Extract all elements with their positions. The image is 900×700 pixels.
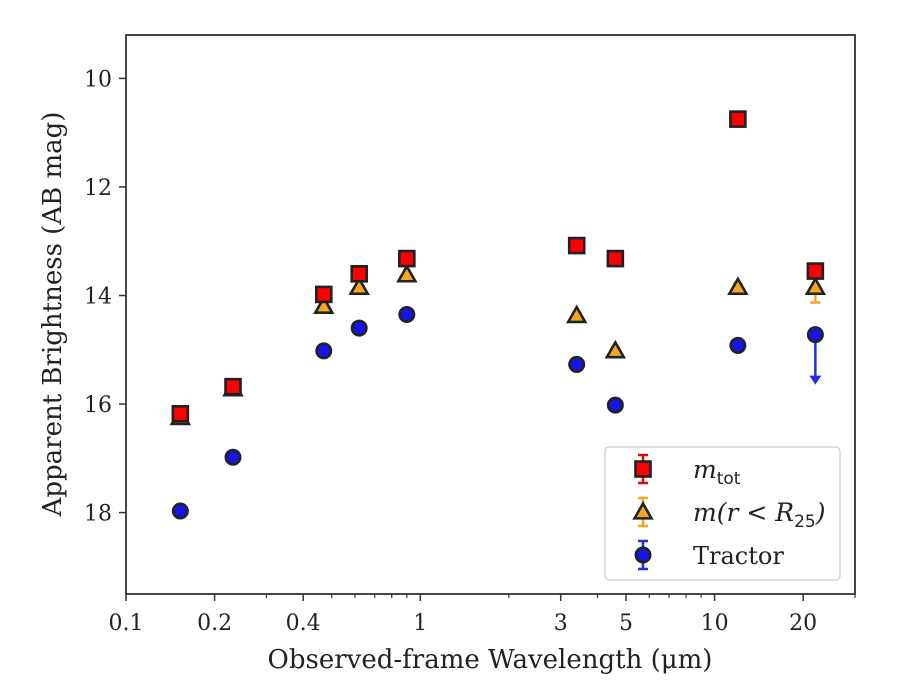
legend-marker-tractor (634, 546, 652, 564)
total-point (729, 110, 747, 128)
total-point (350, 264, 368, 283)
tractor-point (350, 319, 368, 337)
legend-marker-r25 (632, 500, 654, 520)
legend-label-r25: m(r < R25) (693, 498, 825, 532)
tractor-point (171, 502, 189, 520)
r25-point (604, 339, 627, 359)
y-tick-label: 12 (84, 176, 112, 201)
tractor-point (224, 448, 242, 466)
x-tick-label: 0.1 (109, 611, 144, 636)
y-axis-ticks: 10 12 14 16 18 (84, 67, 126, 527)
r25-point (313, 295, 335, 315)
x-tick-label: 1 (413, 611, 427, 636)
y-tick-label: 16 (84, 393, 112, 418)
plot-frame (125, 34, 856, 595)
legend-label-tractor: Tractor (693, 542, 784, 570)
legend: mtot m(r < R25) Tractor (604, 446, 841, 581)
total-point (398, 249, 416, 268)
y-tick-label: 10 (84, 67, 112, 92)
total-point (567, 236, 586, 255)
y-tick-label: 18 (84, 502, 112, 527)
x-tick-label: 20 (789, 611, 817, 636)
x-tick-label: 10 (701, 611, 729, 636)
x-tick-label: 0.2 (197, 611, 232, 636)
x-tick-label: 3 (554, 611, 568, 636)
tractor-point (398, 305, 416, 323)
r25-point (348, 276, 370, 296)
legend-item-tractor: Tractor (634, 539, 784, 571)
data-markers (169, 110, 827, 520)
legend-item-total: mtot (634, 453, 741, 489)
total-point (314, 285, 333, 304)
legend-frame (604, 446, 841, 581)
x-tick-label: 5 (619, 611, 633, 636)
total-point (171, 405, 190, 423)
tractor-point (568, 355, 586, 373)
y-axis-title: Apparent Brightness (AB mag) (38, 112, 68, 518)
tractor-point (729, 336, 747, 354)
legend-item-r25: m(r < R25) (632, 496, 825, 532)
y-tick-label: 14 (84, 285, 112, 310)
x-tick-label: 0.4 (286, 611, 321, 636)
r25-point (804, 276, 827, 296)
total-point (606, 249, 625, 268)
legend-label-total: mtot (693, 455, 741, 489)
x-axis-ticks: 0.1 0.2 0.4 1 3 5 10 20 (109, 594, 817, 636)
r25-point (565, 304, 588, 324)
legend-marker-total (634, 460, 652, 478)
r25-point (396, 263, 418, 283)
total-point (224, 377, 242, 396)
total-point (806, 262, 825, 280)
r25-point (727, 276, 749, 296)
tractor-point (315, 342, 333, 360)
tractor-point (806, 326, 824, 344)
tractor-point (606, 396, 624, 414)
x-axis-title: Observed-frame Wavelength (μm) (268, 645, 713, 675)
